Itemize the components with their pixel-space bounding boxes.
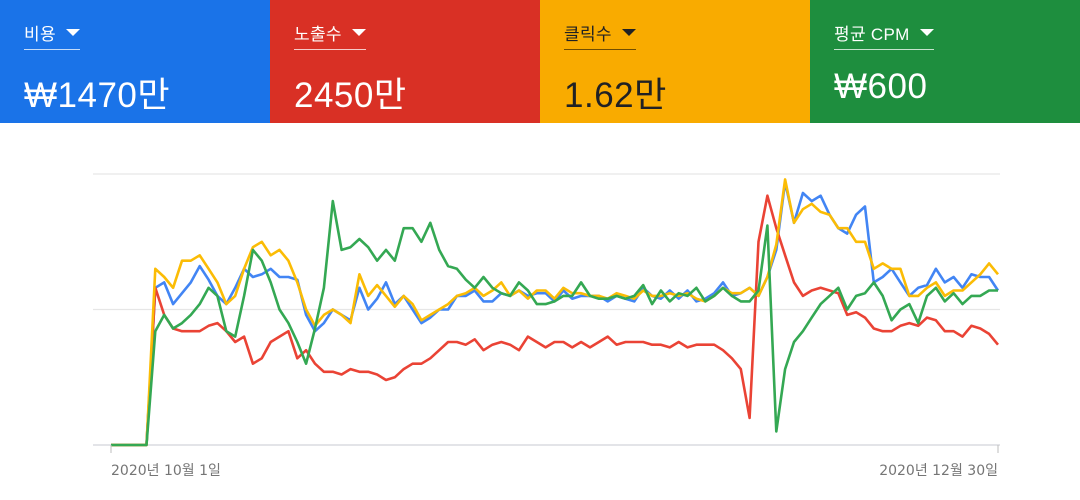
- metric-card-cost[interactable]: 비용 ₩1470만: [0, 0, 270, 123]
- metric-card-clicks[interactable]: 클릭수 1.62만: [540, 0, 810, 123]
- metric-selector-avg-cpm[interactable]: 평균 CPM: [834, 20, 934, 50]
- metric-card-avg-cpm[interactable]: 평균 CPM ₩600: [810, 0, 1080, 123]
- x-axis-start-label: 2020년 10월 1일: [111, 463, 221, 479]
- series-line-3: [111, 199, 998, 447]
- x-axis-end-label: 2020년 12월 30일: [879, 463, 998, 479]
- metric-label: 평균 CPM: [834, 25, 910, 44]
- caret-down-icon: [919, 29, 934, 36]
- line-chart[interactable]: 2020년 10월 1일 2020년 12월 30일: [0, 123, 1080, 500]
- caret-down-icon: [65, 29, 80, 36]
- metric-value: ₩600: [834, 67, 928, 106]
- caret-down-icon: [351, 29, 366, 36]
- caret-down-icon: [621, 29, 636, 36]
- series-line-2: [111, 178, 1000, 447]
- metric-card-impressions[interactable]: 노출수 2450만: [270, 0, 540, 123]
- metric-label: 클릭수: [564, 25, 612, 44]
- metric-label: 노출수: [294, 25, 342, 44]
- metric-label: 비용: [24, 25, 56, 44]
- series-line-1: [111, 194, 1000, 447]
- performance-chart[interactable]: 2020년 10월 1일 2020년 12월 30일: [0, 123, 1080, 500]
- metric-value: ₩1470만: [24, 76, 171, 115]
- metric-selector-cost[interactable]: 비용: [24, 20, 80, 50]
- metric-cards: 비용 ₩1470만 노출수 2450만 클릭수 1.62만 평균 CPM ₩60…: [0, 0, 1080, 123]
- metric-selector-impressions[interactable]: 노출수: [294, 20, 366, 50]
- metric-value: 1.62만: [564, 76, 667, 115]
- metric-value: 2450만: [294, 76, 407, 115]
- series-line-0: [111, 180, 1000, 447]
- metric-selector-clicks[interactable]: 클릭수: [564, 20, 636, 50]
- chart-series: [111, 178, 1000, 447]
- chart-gridlines: [93, 173, 1000, 446]
